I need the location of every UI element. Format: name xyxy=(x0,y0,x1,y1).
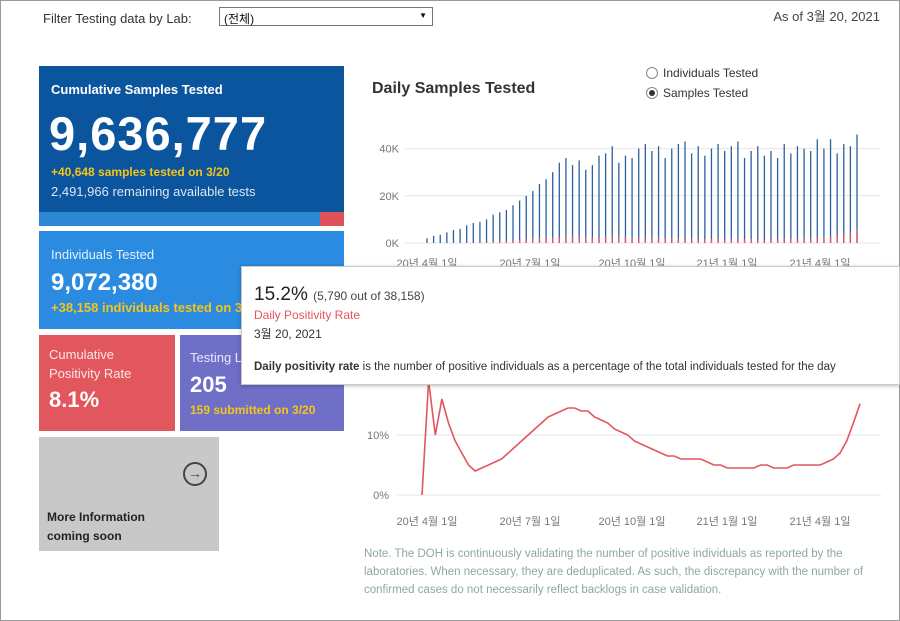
individuals-title: Individuals Tested xyxy=(51,247,155,262)
y-tick-label: 0K xyxy=(386,238,400,250)
validation-note: Note. The DOH is continuously validating… xyxy=(364,548,864,596)
chart-mode-radio-group: Individuals Tested Samples Tested xyxy=(646,63,758,103)
tooltip-percent: 15.2% (5,790 out of 38,158) xyxy=(254,284,425,306)
tooltip-desc-rest: is the number of positive individuals as… xyxy=(359,361,836,373)
tooltip-percent-value: 15.2% xyxy=(254,284,308,305)
radio-checked-icon[interactable] xyxy=(646,87,658,99)
capacity-bar xyxy=(39,212,344,226)
individuals-today: +38,158 individuals tested on 3/20 xyxy=(51,300,261,315)
y-tick-label: 10% xyxy=(367,430,389,442)
more-info-line1: More Information xyxy=(47,510,145,524)
positivity-title-line1: Cumulative xyxy=(49,347,115,362)
positivity-card: Cumulative Positivity Rate 8.1% xyxy=(39,335,175,431)
individuals-value: 9,072,380 xyxy=(51,269,158,296)
more-info-card[interactable]: → More Information coming soon xyxy=(39,437,219,551)
lab-filter-value: (전체) xyxy=(224,12,255,26)
positivity-title: Cumulative Positivity Rate xyxy=(49,345,131,383)
labs-submitted: 159 submitted on 3/20 xyxy=(190,403,316,417)
y-tick-label: 20K xyxy=(379,191,399,203)
positivity-tooltip: 15.2% (5,790 out of 38,158) Daily Positi… xyxy=(241,266,900,385)
lab-filter-select[interactable]: (전체) ▼ xyxy=(219,7,433,26)
as-of-date: As of 3월 20, 2021 xyxy=(773,9,880,24)
chart-title: Daily Samples Tested xyxy=(372,80,536,97)
tooltip-rate-label: Daily Positivity Rate xyxy=(254,308,361,322)
chevron-down-icon: ▼ xyxy=(419,11,427,20)
y-tick-label: 0% xyxy=(373,490,389,502)
positivity-title-line2: Positivity Rate xyxy=(49,366,132,381)
tooltip-detail: (5,790 out of 38,158) xyxy=(313,289,425,303)
radio-individuals-label: Individuals Tested xyxy=(663,66,759,80)
positivity-value: 8.1% xyxy=(49,387,100,412)
labs-value: 205 xyxy=(190,372,227,397)
x-tick-label: 20년 4월 1일 xyxy=(397,514,458,528)
more-info-text: More Information coming soon xyxy=(47,508,145,546)
tooltip-date: 3월 20, 2021 xyxy=(254,327,322,341)
capacity-bar-remaining xyxy=(319,212,344,226)
cumulative-value: 9,636,777 xyxy=(49,107,268,160)
cumulative-title: Cumulative Samples Tested xyxy=(51,82,223,97)
x-tick-label: 20년 10월 1일 xyxy=(598,514,665,528)
x-tick-label: 21년 1월 1일 xyxy=(697,514,758,528)
filter-label: Filter Testing data by Lab: xyxy=(43,11,192,26)
y-tick-label: 40K xyxy=(379,144,399,156)
x-tick-label: 21년 4월 1일 xyxy=(790,514,851,528)
radio-samples-tested[interactable]: Samples Tested xyxy=(646,83,758,103)
radio-samples-label: Samples Tested xyxy=(663,86,749,100)
cumulative-today: +40,648 samples tested on 3/20 xyxy=(51,165,230,179)
cumulative-samples-card: Cumulative Samples Tested 9,636,777 +40,… xyxy=(39,66,344,226)
radio-circle-icon[interactable] xyxy=(646,67,658,79)
daily-positivity-chart: 0% 10% 20년 4월 1일 20년 7월 1일 20년 10월 1일 21년 1월 … xyxy=(367,380,881,528)
more-info-line2: coming soon xyxy=(47,529,122,543)
tooltip-description: Daily positivity rate is the number of p… xyxy=(254,361,836,373)
radio-individuals-tested[interactable]: Individuals Tested xyxy=(646,63,758,83)
arrow-right-circle-icon[interactable]: → xyxy=(183,462,207,486)
cumulative-remaining: 2,491,966 remaining available tests xyxy=(51,184,256,199)
positivity-line xyxy=(421,380,861,496)
tooltip-desc-bold: Daily positivity rate xyxy=(254,361,360,373)
x-tick-label: 20년 7월 1일 xyxy=(500,514,561,528)
